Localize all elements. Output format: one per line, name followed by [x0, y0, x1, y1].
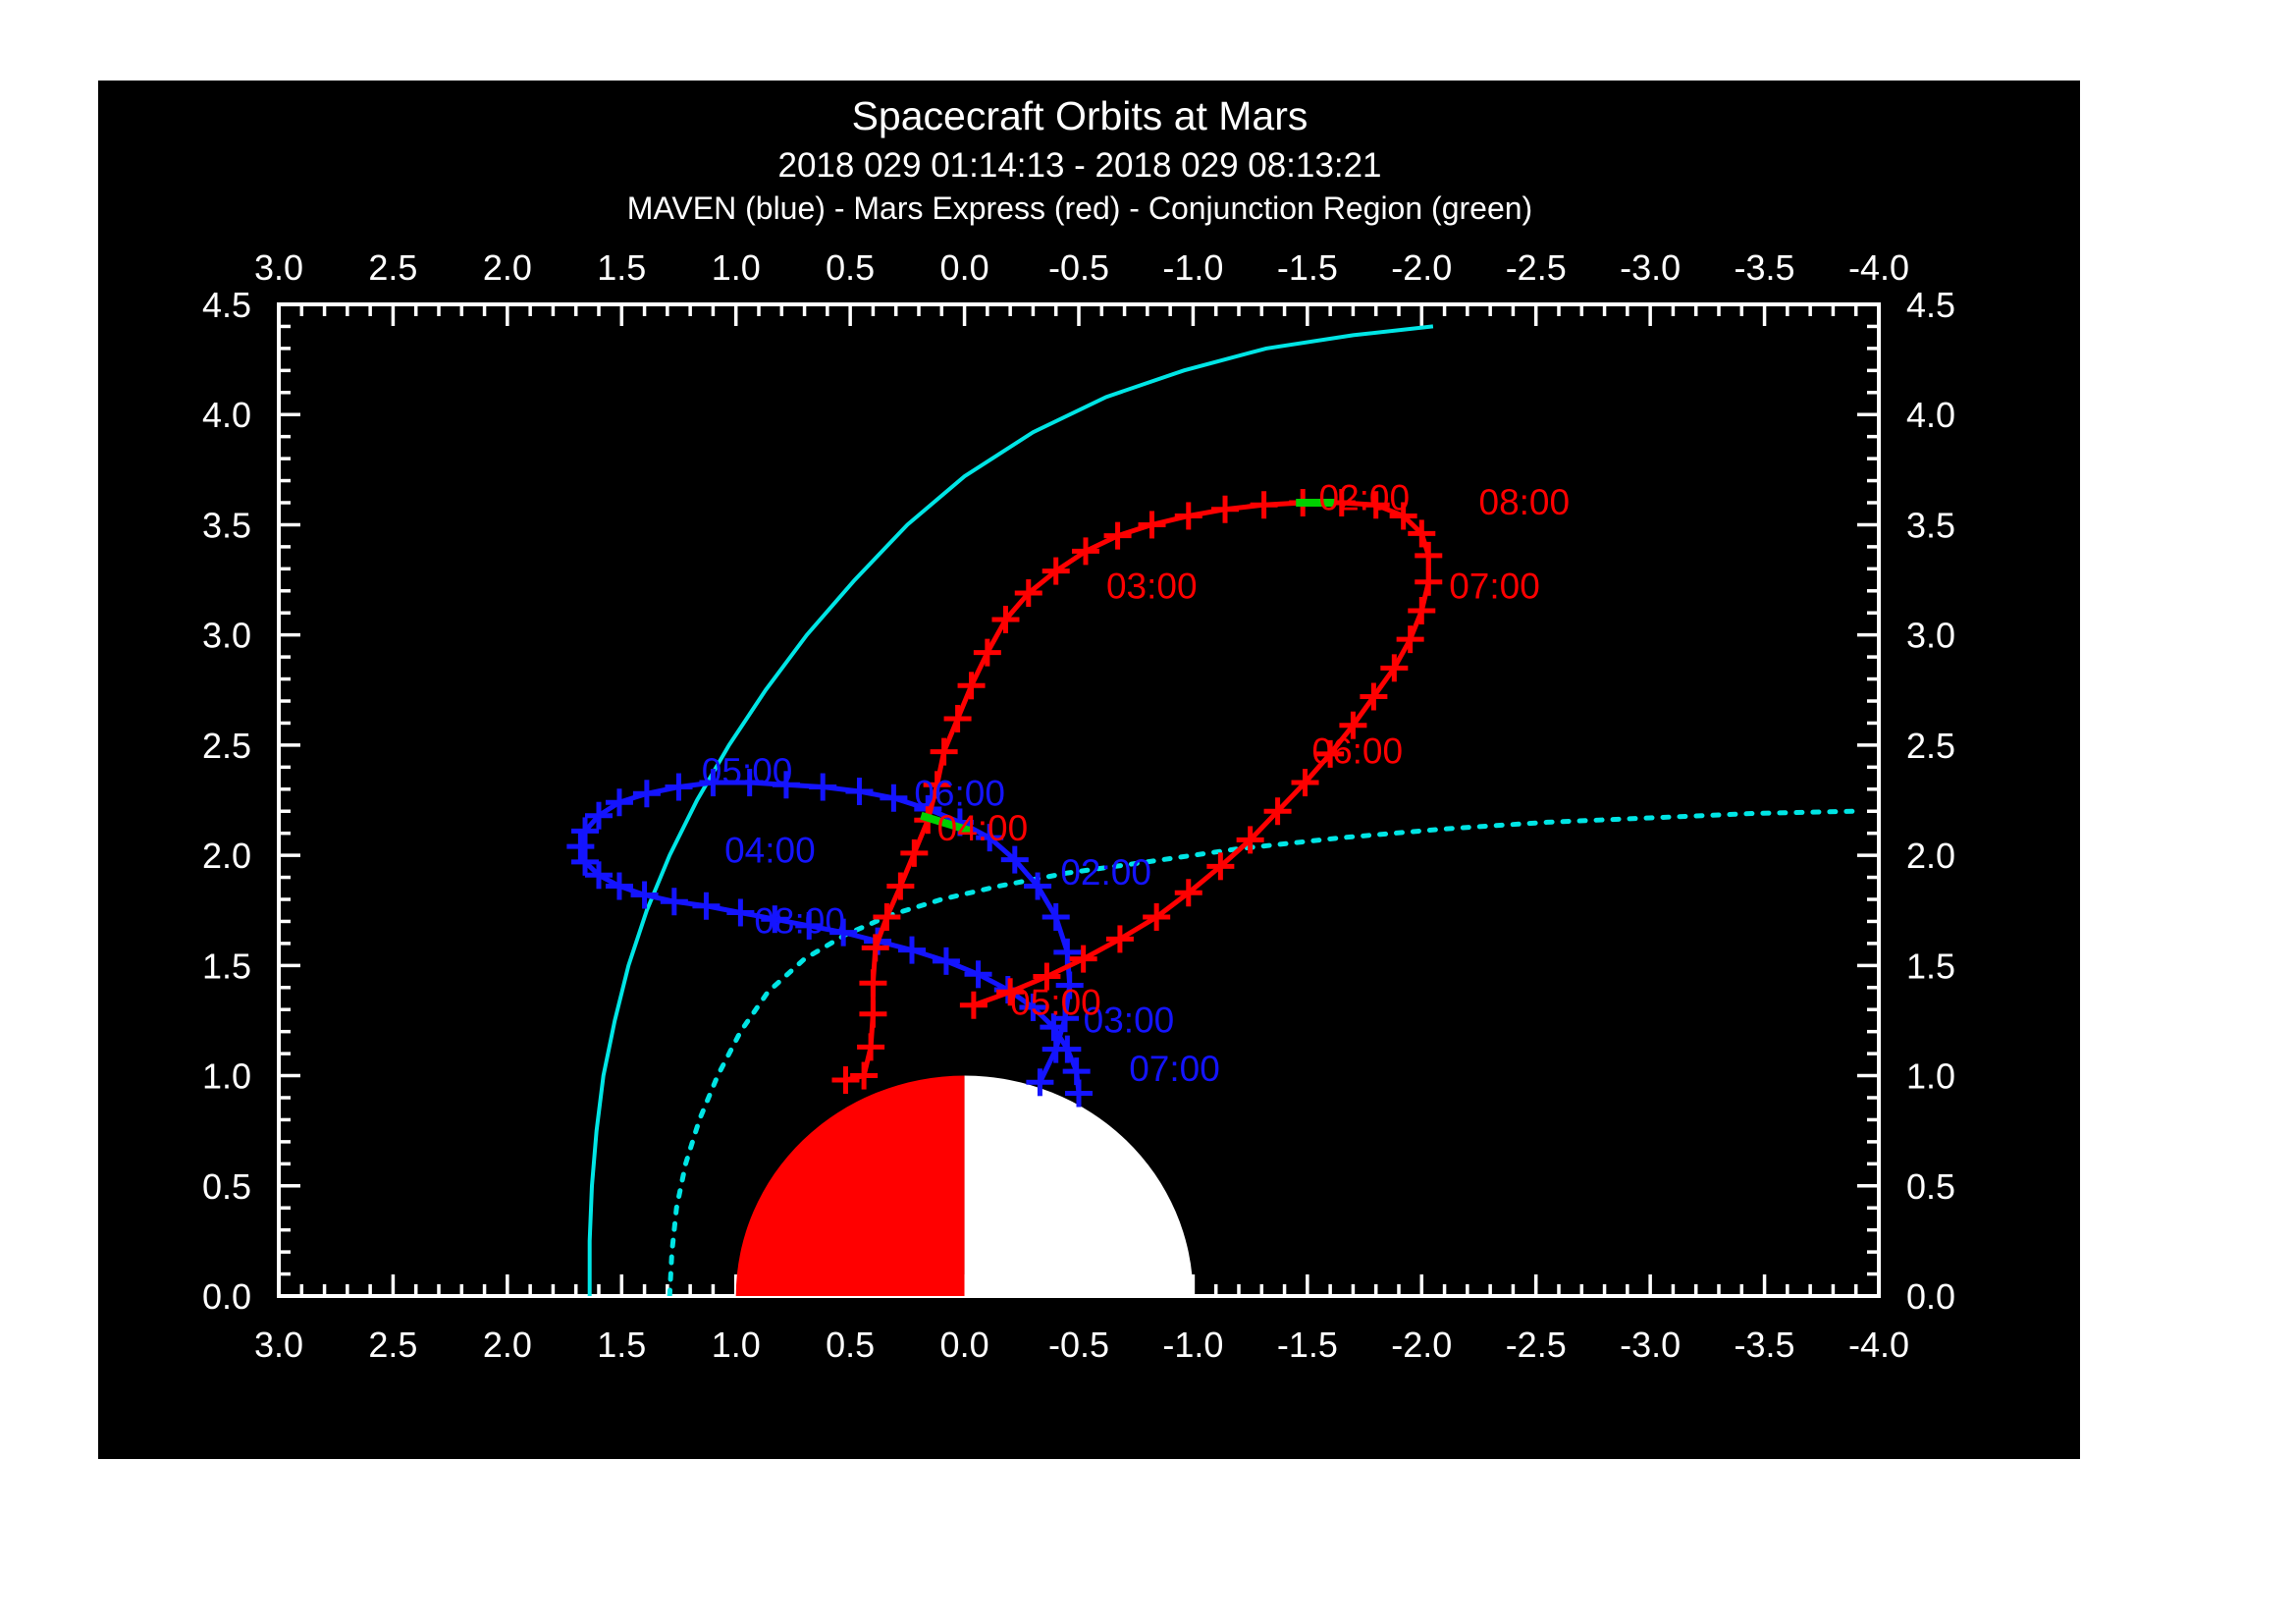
- time-label: 08:00: [754, 900, 845, 941]
- y-tick-label-left: 2.5: [202, 726, 251, 766]
- time-label: 03:00: [1084, 1000, 1175, 1040]
- time-label: 02:00: [1319, 478, 1411, 518]
- bow-shock-curve: [587, 324, 1434, 1296]
- x-tick-label-top: -3.0: [1620, 247, 1681, 288]
- y-tick-label-right: 2.5: [1906, 726, 1955, 766]
- time-label: 04:00: [724, 831, 816, 871]
- conjunction-segment: [920, 811, 973, 836]
- x-tick-label-bottom: -1.0: [1162, 1325, 1223, 1365]
- y-tick-label-left: 2.0: [202, 836, 251, 876]
- y-tick-label-right: 0.5: [1906, 1166, 1955, 1207]
- x-tick-label-top: 0.0: [940, 247, 989, 288]
- y-tick-label-left: 4.0: [202, 395, 251, 435]
- time-label: 06:00: [1312, 731, 1404, 772]
- x-tick-label-bottom: -0.5: [1048, 1325, 1109, 1365]
- x-tick-label-bottom: -1.5: [1277, 1325, 1338, 1365]
- x-tick-label-bottom: -2.0: [1391, 1325, 1452, 1365]
- time-label: 04:00: [937, 808, 1029, 848]
- x-tick-label-top: -1.5: [1277, 247, 1338, 288]
- y-tick-label-right: 0.0: [1906, 1276, 1955, 1317]
- x-tick-label-top: -2.0: [1391, 247, 1452, 288]
- x-tick-label-bottom: 0.5: [826, 1325, 875, 1365]
- x-tick-label-bottom: -4.0: [1848, 1325, 1909, 1365]
- y-tick-label-left: 4.5: [202, 285, 251, 325]
- chart-subtitle: 2018 029 01:14:13 - 2018 029 08:13:21: [778, 146, 1382, 185]
- time-label: 03:00: [1106, 566, 1198, 606]
- x-tick-label-bottom: -3.5: [1735, 1325, 1795, 1365]
- y-tick-label-left: 1.5: [202, 946, 251, 986]
- svg-text:Cylendrical Radius [RMars]: Cylendrical Radius [RMars]: [110, 566, 163, 1035]
- chart-title: Spacecraft Orbits at Mars: [852, 93, 1308, 138]
- y-tick-label-right: 2.0: [1906, 836, 1955, 876]
- x-tick-label-top: 1.5: [597, 247, 646, 288]
- x-tick-label-bottom: -3.0: [1620, 1325, 1681, 1365]
- y-tick-label-left: 3.5: [202, 505, 251, 545]
- time-label: 06:00: [914, 773, 1005, 813]
- x-tick-label-top: -3.5: [1735, 247, 1795, 288]
- x-tick-label-top: -2.5: [1506, 247, 1567, 288]
- y-tick-label-right: 1.5: [1906, 946, 1955, 986]
- svg-text:XMSO [RMars = 3389.5 km]: XMSO [RMars = 3389.5 km]: [852, 1388, 1307, 1441]
- y-tick-label-right: 4.0: [1906, 395, 1955, 435]
- mars-dayside-hemisphere: [735, 1075, 965, 1296]
- x-axis-title-sub: MSO: [880, 1411, 942, 1441]
- x-axis-title-sub2: Mars: [995, 1411, 1056, 1441]
- conjunction-region-segments: [920, 499, 1335, 836]
- mars-express-time-labels: 02:00 03:00 04:00 05:00 06:00 07:00 08:00: [937, 478, 1570, 1023]
- chart-legend-line: MAVEN (blue) - Mars Express (red) - Conj…: [627, 190, 1532, 226]
- time-label: 07:00: [1449, 566, 1540, 606]
- x-tick-label-bottom: 1.0: [712, 1325, 761, 1365]
- magnetic-pileup-boundary-curve: [667, 808, 1859, 1296]
- x-tick-label-bottom: 2.5: [368, 1325, 417, 1365]
- x-axis-title: XMSO [RMars = 3389.5 km]: [852, 1388, 1307, 1441]
- y-tick-label-left: 0.0: [202, 1276, 251, 1317]
- mars-disk: [735, 1075, 1194, 1296]
- time-label: 07:00: [1129, 1049, 1220, 1089]
- axis-tick-labels: 3.0 3.0 2.5 2.5 2.0 2.0 1.5 1.5 1.0 1.0 0.5 0.5 0.0 0…: [202, 247, 1955, 1365]
- x-tick-label-top: -4.0: [1848, 247, 1909, 288]
- x-axis-title-main: X: [852, 1388, 880, 1434]
- y-tick-label-right: 3.0: [1906, 616, 1955, 656]
- x-tick-label-top: 0.5: [826, 247, 875, 288]
- x-axis-title-rest: [R: [942, 1388, 995, 1434]
- y-axis-title-tail: ]: [110, 566, 156, 577]
- y-axis-title-main: Cylendrical Radius [R: [110, 638, 156, 1035]
- time-label: 05:00: [1010, 982, 1101, 1022]
- x-tick-label-top: -0.5: [1048, 247, 1109, 288]
- time-label: 08:00: [1479, 482, 1571, 522]
- y-axis-title-sub: Mars: [133, 577, 163, 638]
- maven-hour-markers: [566, 769, 1093, 1108]
- x-tick-label-top: 3.0: [254, 247, 303, 288]
- x-axis-title-tail: = 3389.5 km]: [1056, 1388, 1308, 1434]
- x-tick-label-bottom: 2.0: [483, 1325, 532, 1365]
- time-label: 05:00: [702, 751, 793, 791]
- y-tick-label-right: 4.5: [1906, 285, 1955, 325]
- x-tick-label-bottom: 1.5: [597, 1325, 646, 1365]
- y-tick-label-left: 3.0: [202, 616, 251, 656]
- x-tick-label-top: -1.0: [1162, 247, 1223, 288]
- mars-nightside-hemisphere: [964, 1075, 1194, 1296]
- x-tick-label-bottom: 3.0: [254, 1325, 303, 1365]
- y-tick-label-left: 1.0: [202, 1056, 251, 1097]
- time-label: 02:00: [1060, 852, 1151, 893]
- y-tick-label-left: 0.5: [202, 1166, 251, 1207]
- x-tick-label-top: 2.5: [368, 247, 417, 288]
- y-tick-label-right: 3.5: [1906, 505, 1955, 545]
- x-tick-label-top: 1.0: [712, 247, 761, 288]
- mars-express-hour-markers: [831, 489, 1443, 1095]
- maven-time-labels: 02:00 03:00 04:00 05:00 06:00 07:00 08:00: [702, 751, 1220, 1089]
- x-tick-label-bottom: 0.0: [940, 1325, 989, 1365]
- x-tick-label-bottom: -2.5: [1506, 1325, 1567, 1365]
- x-tick-label-top: 2.0: [483, 247, 532, 288]
- y-axis-title: Cylendrical Radius [RMars]: [110, 566, 163, 1035]
- y-tick-label-right: 1.0: [1906, 1056, 1955, 1097]
